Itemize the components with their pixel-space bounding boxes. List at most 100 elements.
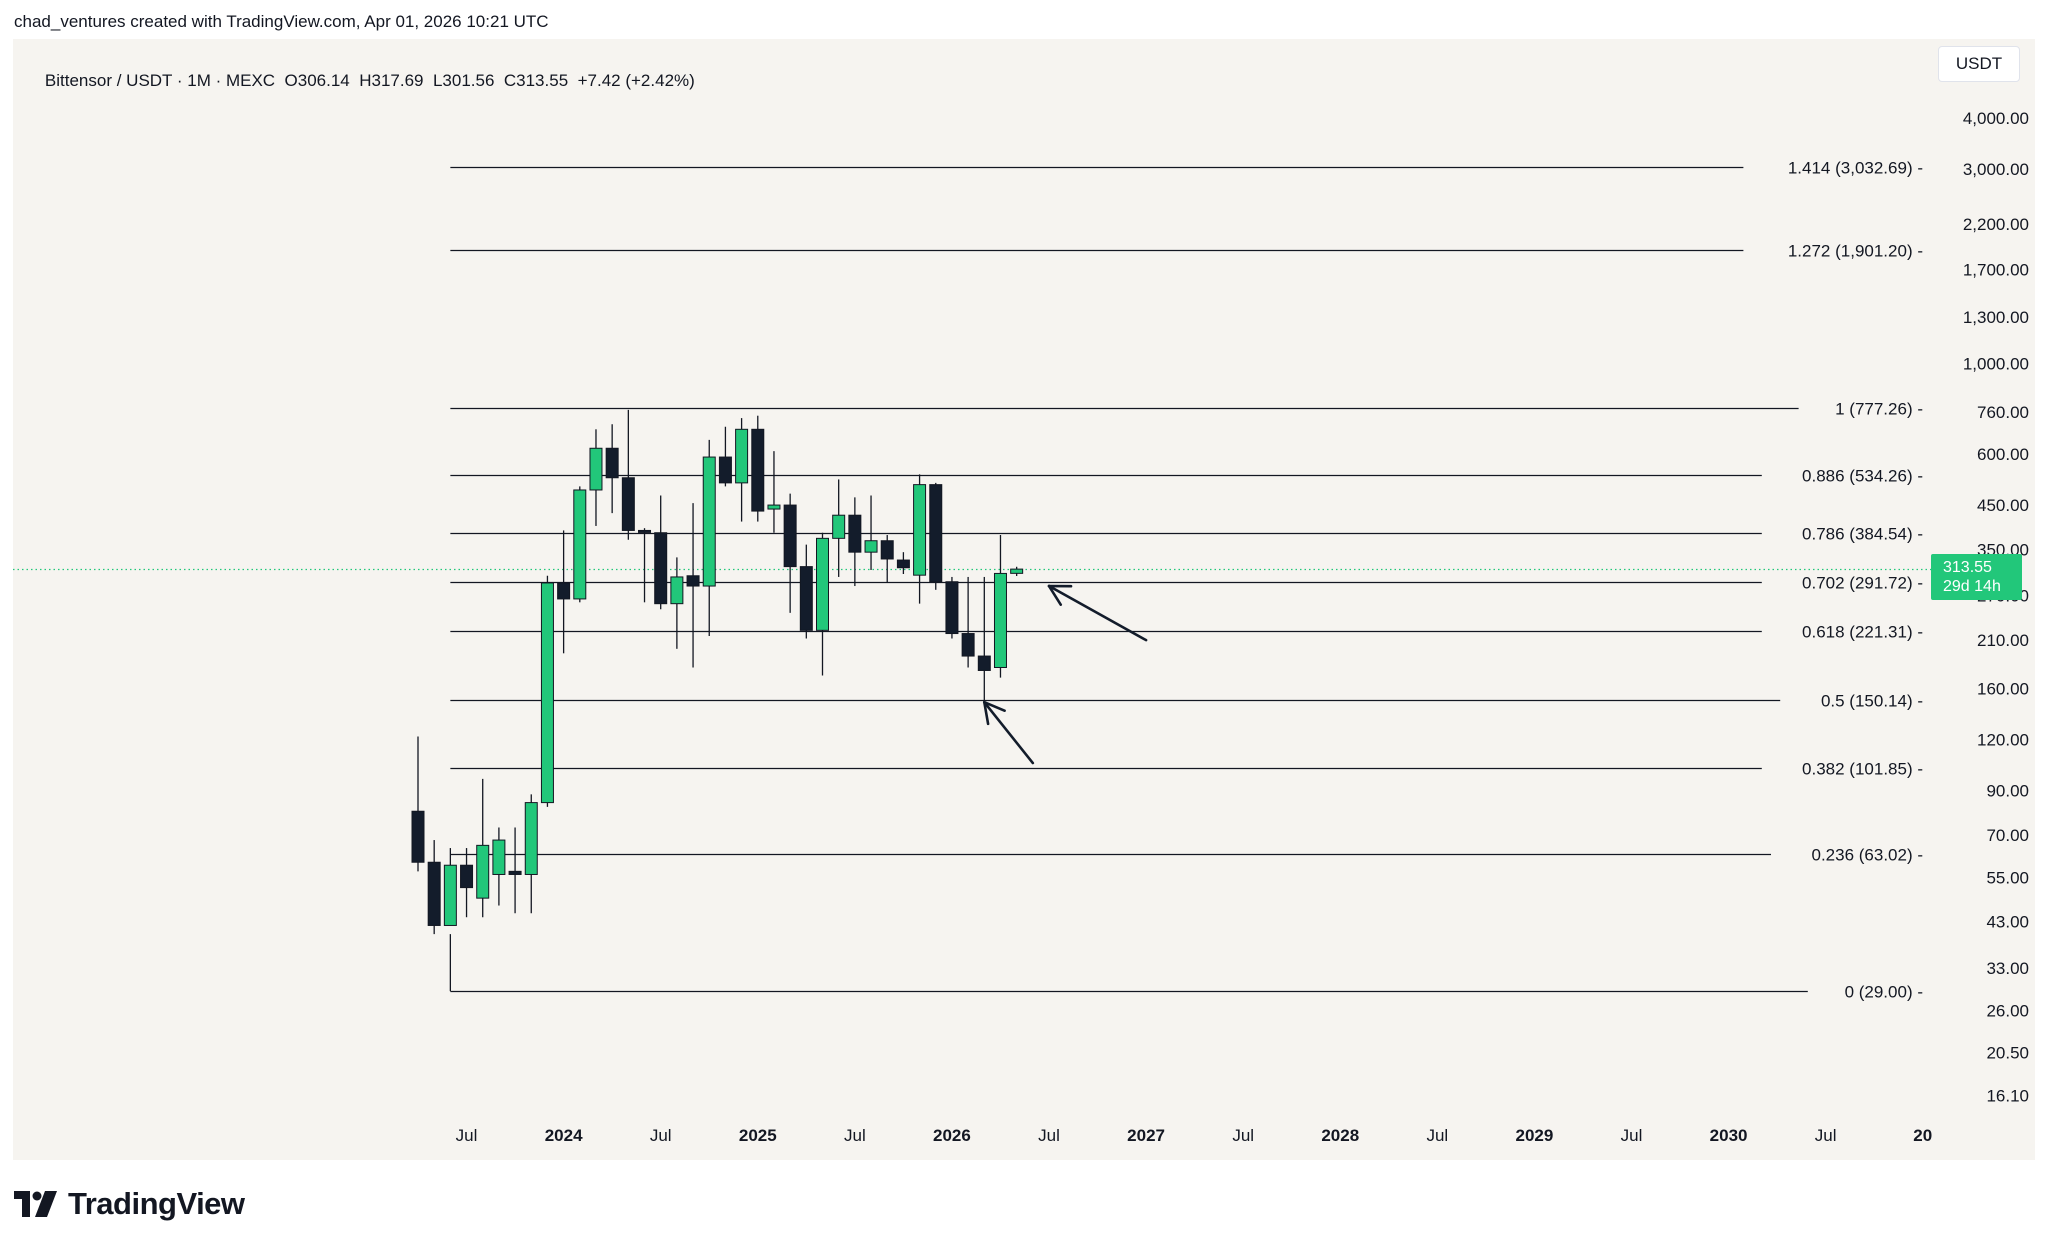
tradingview-logo-icon	[14, 1191, 57, 1217]
annotation-arrow[interactable]	[1047, 584, 1148, 642]
candle-body	[1010, 568, 1024, 574]
candle-up	[832, 479, 846, 577]
time-axis-tick-label: 2030	[1710, 1126, 1748, 1145]
candle-body	[492, 839, 506, 875]
candle-up	[492, 827, 506, 906]
attribution-text: chad_ventures created with TradingView.c…	[14, 12, 549, 31]
candle-down	[508, 827, 522, 914]
candle-body	[767, 504, 781, 510]
candle-body	[670, 576, 684, 605]
fib-level-label: 1 (777.26) -	[1835, 400, 1923, 419]
candle-body	[411, 810, 425, 863]
time-axis-tick-label: Jul	[1232, 1126, 1254, 1145]
price-axis-tick-label: 450.00	[1977, 496, 2029, 515]
fib-level-label: 0.382 (101.85) -	[1802, 760, 1923, 779]
candle-body	[605, 447, 619, 479]
candle-body	[557, 582, 571, 600]
price-axis-tick-label: 600.00	[1977, 445, 2029, 464]
chart-pane[interactable]: 0 (29.00) - 0.236 (63.02) - 0.382 (101.85)…	[13, 39, 2035, 1160]
candle-down	[460, 848, 474, 918]
candle-down	[783, 493, 797, 613]
annotation-arrow[interactable]	[982, 700, 1035, 765]
candle-down	[896, 552, 910, 575]
candle-up	[443, 848, 457, 926]
candle-body	[702, 456, 716, 587]
arrow-head	[982, 700, 990, 726]
time-axis-tick-label: 2028	[1321, 1126, 1359, 1145]
candle-down	[977, 576, 991, 703]
price-axis-tick-label: 2,200.00	[1963, 215, 2029, 234]
arrow-shaft	[1047, 584, 1148, 642]
candle-body	[945, 581, 959, 635]
candle-body	[896, 559, 910, 569]
time-axis-tick-label: Jul	[844, 1126, 866, 1145]
price-axis-tick-label: 1,700.00	[1963, 260, 2029, 279]
fib-level-label: 0 (29.00) -	[1845, 983, 1923, 1002]
time-axis-tick-label: Jul	[456, 1126, 478, 1145]
fib-level-label: 0.236 (63.02) -	[1811, 846, 1923, 865]
candle-up	[913, 474, 927, 604]
fib-level-label: 0.618 (221.31) -	[1802, 623, 1923, 642]
price-axis-tick-label: 210.00	[1977, 631, 2029, 650]
arrow-head	[1047, 584, 1063, 606]
candle-up	[670, 557, 684, 649]
last-price-tag: 313.55 29d 14h	[1931, 554, 2022, 600]
candle-body	[718, 456, 732, 484]
candle-down	[751, 415, 765, 522]
candle-body	[993, 572, 1007, 668]
candle-down	[557, 530, 571, 654]
time-axis-tick-label: 2027	[1127, 1126, 1165, 1145]
candle-body	[654, 532, 668, 605]
candle-down	[718, 426, 732, 487]
candle-up	[767, 451, 781, 533]
candle-up	[864, 495, 878, 570]
price-axis-tick-label: 160.00	[1977, 679, 2029, 698]
candle-body	[929, 484, 943, 583]
annotation-arrows[interactable]	[982, 584, 1148, 765]
candle-body	[476, 844, 490, 899]
legend-low: L301.56	[432, 71, 495, 90]
candle-body	[443, 864, 457, 926]
candle-down	[638, 528, 652, 603]
price-axis-tick-label: 33.00	[1986, 959, 2029, 978]
candle-body	[832, 514, 846, 539]
time-axis-tick-label: 2026	[933, 1126, 971, 1145]
candle-up	[702, 439, 716, 637]
candle-body	[524, 802, 538, 875]
candle-up	[1010, 566, 1024, 577]
candle-up	[524, 794, 538, 914]
candle-body	[880, 540, 894, 560]
candle-body	[848, 514, 862, 553]
candle-down	[427, 840, 441, 935]
price-axis-tick-label: 4,000.00	[1963, 109, 2029, 128]
candle-body	[799, 566, 813, 631]
candlestick-chart[interactable]: 0 (29.00) - 0.236 (63.02) - 0.382 (101.85)…	[13, 39, 2035, 1160]
legend-symbol[interactable]: Bittensor / USDT · 1M · MEXC	[44, 71, 276, 90]
time-axis-tick-label: Jul	[1426, 1126, 1448, 1145]
candle-down	[848, 497, 862, 587]
bar-countdown: 29d 14h	[1943, 578, 2001, 595]
price-axis-tick-label: 120.00	[1977, 730, 2029, 749]
fibonacci-retracement[interactable]: 0 (29.00) - 0.236 (63.02) - 0.382 (101.85)…	[449, 159, 1923, 1002]
price-axis-tick-label: 55.00	[1986, 869, 2029, 888]
price-axis-tick-label: 26.00	[1986, 1001, 2029, 1020]
candle-body	[783, 504, 797, 568]
candle-body	[508, 870, 522, 875]
candle-up	[589, 429, 603, 526]
candle-body	[961, 633, 975, 657]
currency-selector[interactable]: USDT	[1938, 46, 2020, 82]
candle-body	[638, 529, 652, 533]
price-axis-tick-label: 70.00	[1986, 826, 2029, 845]
tradingview-logo[interactable]: TradingView	[14, 1186, 245, 1222]
candle-body	[864, 540, 878, 553]
candle-body	[977, 655, 991, 671]
legend-close: C313.55	[503, 71, 569, 90]
time-axis-tick-label: 2029	[1516, 1126, 1554, 1145]
time-axis[interactable]: Jul 2024 Jul 2025 Jul 2026 Jul 2027 Jul 2028 Jul 20…	[456, 1126, 1933, 1145]
price-axis-tick-label: 1,000.00	[1963, 355, 2029, 374]
price-axis[interactable]: 4,000.00 3,000.00 2,200.00 1,700.00 1,300.00…	[1963, 109, 2029, 1106]
candle-up	[476, 778, 490, 918]
candle-body	[686, 575, 700, 587]
candle-body	[751, 428, 765, 512]
candle-body	[816, 537, 829, 631]
